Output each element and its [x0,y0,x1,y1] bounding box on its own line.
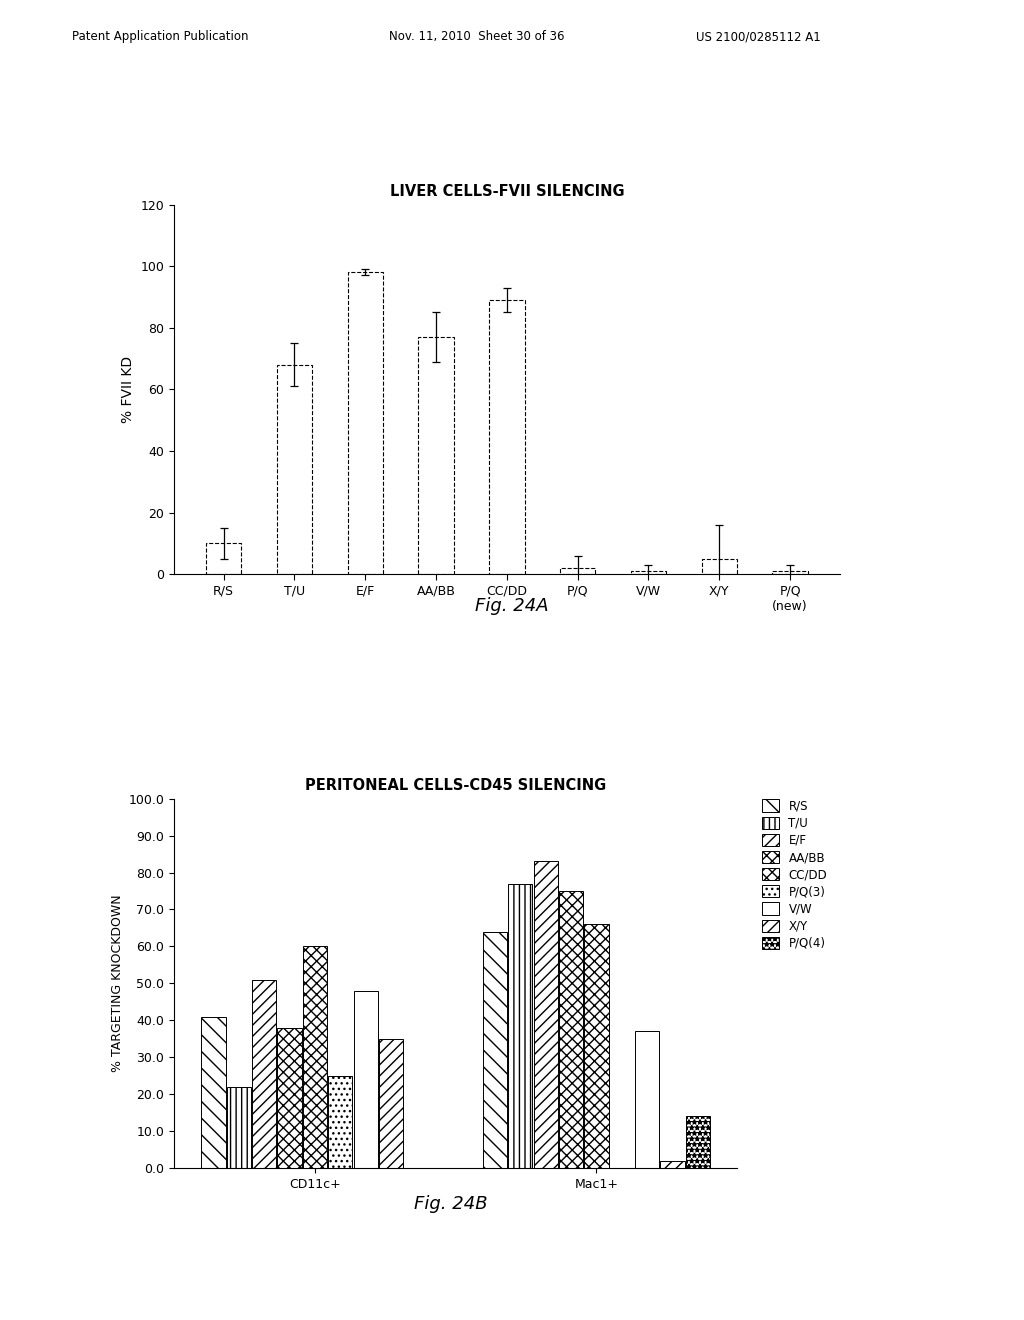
Bar [701,558,737,574]
Bar [278,1028,302,1168]
Title: PERITONEAL CELLS-CD45 SILENCING: PERITONEAL CELLS-CD45 SILENCING [305,779,606,793]
Bar [202,1016,225,1168]
Bar [631,572,667,574]
Bar [772,572,808,574]
Bar [206,544,242,574]
Bar [489,300,524,574]
Bar [660,1160,685,1168]
Bar [419,337,454,574]
Bar [560,568,595,574]
Y-axis label: % FVII KD: % FVII KD [121,356,135,422]
Bar [559,891,584,1168]
Bar [635,1031,659,1168]
Bar [534,862,558,1168]
Bar [585,924,608,1168]
Bar [303,946,327,1168]
Bar [252,979,276,1168]
Bar [347,272,383,574]
Text: Fig. 24B: Fig. 24B [414,1195,487,1213]
Bar [508,883,532,1168]
Text: Fig. 24A: Fig. 24A [475,597,549,615]
Bar [483,932,507,1168]
Text: Patent Application Publication: Patent Application Publication [72,30,248,44]
Text: Nov. 11, 2010  Sheet 30 of 36: Nov. 11, 2010 Sheet 30 of 36 [389,30,564,44]
Y-axis label: % TARGETING KNOCKDOWN: % TARGETING KNOCKDOWN [112,895,124,1072]
Bar [686,1117,710,1168]
Bar [379,1039,403,1168]
Title: LIVER CELLS-FVII SILENCING: LIVER CELLS-FVII SILENCING [389,185,625,199]
Bar [353,991,378,1168]
Text: US 2100/0285112 A1: US 2100/0285112 A1 [696,30,821,44]
Legend: R/S, T/U, E/F, AA/BB, CC/DD, P/Q(3), V/W, X/Y, P/Q(4): R/S, T/U, E/F, AA/BB, CC/DD, P/Q(3), V/W… [760,797,829,952]
Bar [226,1086,251,1168]
Bar [328,1076,352,1168]
Bar [276,364,312,574]
